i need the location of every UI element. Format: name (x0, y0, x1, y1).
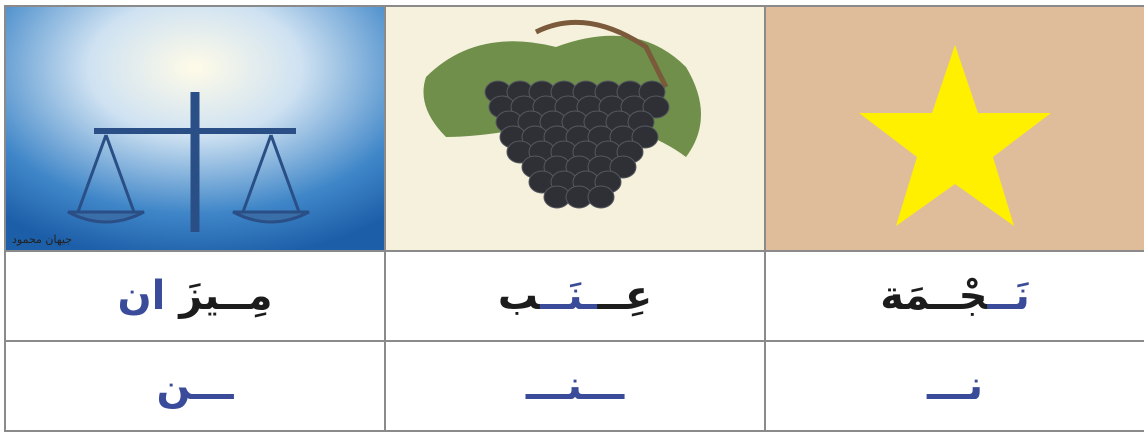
letter-cell: نـــ (764, 340, 1144, 432)
image-cell (764, 5, 1144, 252)
word-cell: نَــجْــمَة (764, 250, 1144, 342)
image-row: جيهان محمود (4, 5, 1144, 252)
scale-image: جيهان محمود (6, 7, 384, 250)
word-part: نَــ (987, 273, 1030, 319)
grape (642, 95, 670, 119)
letter-cell: ـــنـــ (384, 340, 766, 432)
word-row: مِــيزَ ان عِـــنَــب نَــجْــمَة (4, 250, 1144, 342)
grapes-image (386, 7, 764, 250)
star-image (766, 7, 1144, 250)
letter-row: ـــن ـــنـــ نـــ (4, 340, 1144, 432)
word-part: ب (497, 273, 541, 319)
stem (534, 19, 669, 89)
word-part: ـنَــ (540, 273, 598, 319)
word-cell: مِــيزَ ان (4, 250, 386, 342)
word-part: عِــ (597, 273, 653, 319)
word-cell: عِـــنَــب (384, 250, 766, 342)
word-part: جْــمَة (880, 273, 988, 319)
letter-table: جيهان محمود مِــيزَ ان عِـــنَــب نَــجْــ… (4, 5, 1144, 432)
word-part: مِــيزَ (165, 273, 273, 319)
scale (67, 92, 310, 232)
image-cell (384, 5, 766, 252)
word-part: ان (117, 273, 166, 319)
grape (631, 125, 659, 149)
letter-cell: ـــن (4, 340, 386, 432)
star (859, 45, 1051, 226)
grape (587, 185, 615, 209)
image-cell: جيهان محمود (4, 5, 386, 252)
grape (609, 155, 637, 179)
watermark: جيهان محمود (12, 233, 72, 246)
